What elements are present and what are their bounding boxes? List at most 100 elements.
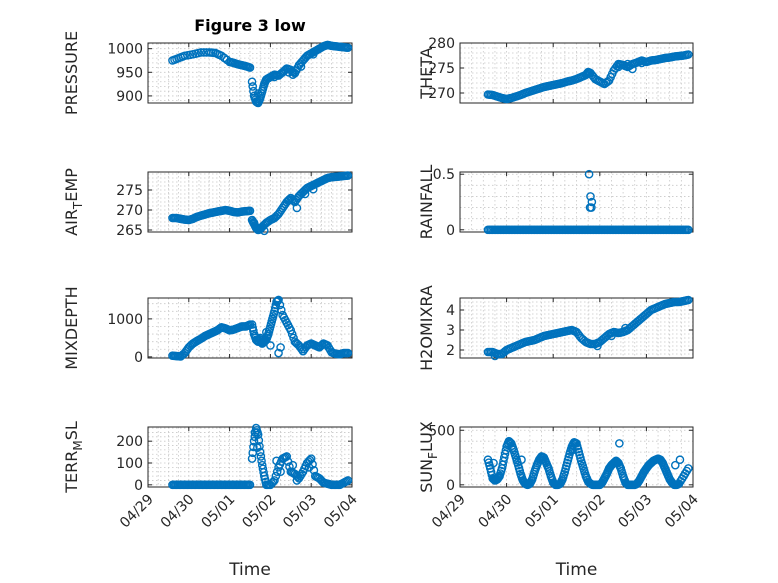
data-point — [276, 343, 285, 352]
y-axis-label: AIRTEMP — [62, 168, 85, 236]
data-point — [276, 305, 286, 315]
data-point — [292, 203, 302, 213]
x-axis-label: Time — [555, 560, 598, 580]
data-point — [271, 471, 281, 481]
data-point — [274, 348, 283, 358]
data-point — [284, 195, 294, 205]
data-point — [584, 169, 594, 179]
subplot-h2omixra: 2 3 4 H2OMIXRA — [417, 285, 694, 371]
data-point — [623, 59, 633, 69]
data-point — [196, 48, 206, 57]
axes-frame — [147, 297, 353, 359]
data-series — [483, 169, 693, 235]
y-tick-label: 0 — [134, 478, 143, 494]
y-tick-label: 950 — [116, 65, 143, 81]
data-point — [245, 63, 255, 72]
data-series — [483, 295, 693, 361]
data-point — [247, 77, 257, 87]
y-axis-label: TERRMSL — [62, 421, 85, 494]
subplot-pressure: 900 950 1000 PRESSURE Figure 3 low — [62, 16, 353, 115]
data-point — [272, 467, 282, 477]
axes-frame — [147, 171, 353, 233]
data-series — [168, 295, 353, 361]
data-point — [343, 43, 353, 53]
data-point — [288, 70, 298, 79]
data-series — [168, 40, 353, 108]
data-point — [585, 203, 595, 212]
y-axis-label: THETA — [417, 47, 436, 99]
data-point — [253, 443, 262, 453]
data-point — [262, 327, 271, 337]
y-tick-label: 0.5 — [433, 167, 455, 183]
subplot-air_temp: 265 270 275 AIRTEMP — [62, 168, 353, 239]
data-point — [628, 64, 637, 74]
data-series — [483, 436, 693, 490]
data-point — [286, 325, 296, 335]
data-point — [568, 445, 578, 455]
data-point — [593, 341, 602, 351]
y-tick-label: 1000 — [107, 312, 143, 328]
y-axis-label: MIXDEPTH — [62, 286, 81, 369]
y-tick-label: 1000 — [107, 42, 143, 58]
data-point — [607, 331, 616, 341]
data-series — [168, 171, 353, 236]
y-tick-label: 500 — [428, 423, 455, 439]
data-series — [483, 50, 693, 104]
data-point — [343, 476, 353, 485]
y-axis-label: PRESSURE — [62, 31, 81, 115]
data-point — [256, 452, 266, 461]
y-tick-label: 0 — [134, 350, 143, 366]
data-point — [249, 218, 259, 228]
data-point — [282, 452, 292, 461]
data-point — [615, 439, 624, 448]
data-point — [586, 192, 595, 201]
data-point — [270, 72, 279, 82]
data-point — [287, 329, 297, 339]
data-point — [266, 341, 275, 350]
y-tick-label: 265 — [116, 223, 143, 239]
axes-frame — [459, 426, 694, 488]
data-point — [684, 295, 693, 305]
data-point — [304, 463, 314, 472]
axes-frame — [459, 42, 694, 104]
data-point — [247, 454, 257, 463]
data-point — [245, 206, 255, 216]
y-tick-label: 0 — [446, 223, 455, 239]
data-point — [675, 455, 685, 465]
y-tick-label: 200 — [116, 434, 143, 450]
subplot-mixdepth: 0 1000 MIXDEPTH — [62, 286, 353, 370]
y-tick-label: 275 — [428, 61, 455, 77]
data-point — [306, 454, 316, 463]
y-tick-label: 0 — [446, 478, 455, 494]
data-point — [276, 467, 285, 477]
data-point — [517, 455, 526, 465]
x-axis-label: Time — [228, 560, 271, 580]
y-tick-label: 270 — [428, 86, 455, 102]
data-point — [300, 189, 310, 199]
data-point — [621, 323, 630, 333]
data-point — [587, 197, 597, 207]
data-point — [684, 464, 693, 473]
data-point — [684, 225, 693, 235]
data-point — [308, 50, 318, 59]
y-tick-label: 4 — [446, 303, 455, 319]
data-point — [272, 456, 281, 466]
data-series — [168, 423, 353, 490]
data-point — [614, 62, 623, 72]
y-axis-label: H2OMIXRA — [417, 285, 436, 371]
data-point — [249, 436, 259, 446]
data-point — [292, 476, 302, 485]
data-point — [637, 58, 647, 68]
data-point — [684, 50, 693, 59]
data-point — [255, 441, 264, 451]
y-tick-label: 900 — [116, 89, 143, 105]
y-tick-label: 2 — [446, 343, 455, 359]
data-point — [259, 226, 269, 236]
y-tick-label: 280 — [428, 36, 455, 52]
y-axis-label: RAINFALL — [417, 165, 436, 240]
axes-frame — [147, 42, 353, 104]
data-point — [249, 442, 258, 452]
